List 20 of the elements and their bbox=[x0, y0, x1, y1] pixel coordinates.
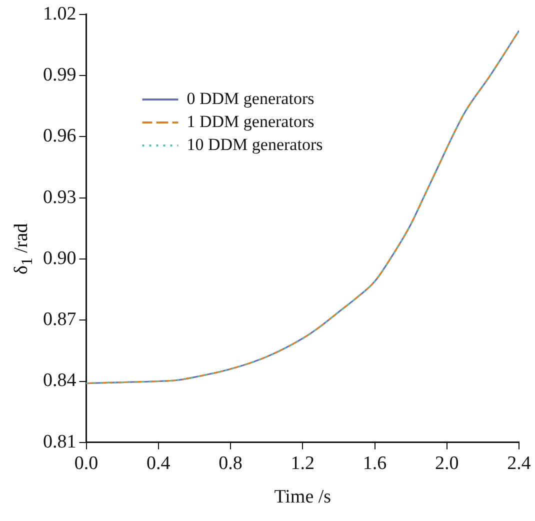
x-tick-label: 2.0 bbox=[435, 452, 459, 474]
x-tick-label: 0.8 bbox=[218, 452, 242, 474]
x-tick-label: 0.4 bbox=[146, 452, 171, 474]
line-series bbox=[86, 30, 519, 384]
x-tick-label: 0.0 bbox=[74, 452, 98, 474]
y-tick-label: 0.87 bbox=[43, 309, 76, 330]
x-tick-label: 1.2 bbox=[290, 452, 314, 474]
x-tick-label: 2.4 bbox=[507, 452, 532, 474]
legend-label: 0 DDM generators bbox=[186, 88, 314, 108]
x-tick-label: 1.6 bbox=[362, 452, 387, 474]
legend-label: 10 DDM generators bbox=[186, 134, 323, 154]
y-tick-label: 0.84 bbox=[43, 370, 77, 392]
y-tick-label: 1.02 bbox=[43, 3, 76, 24]
y-tick-label: 0.90 bbox=[43, 248, 76, 269]
y-tick-label: 0.81 bbox=[43, 431, 76, 452]
y-tick-label: 0.93 bbox=[43, 186, 76, 208]
y-tick-label: 0.96 bbox=[43, 126, 76, 147]
legend-label: 1 DDM generators bbox=[186, 112, 314, 131]
y-tick-label: 0.99 bbox=[43, 64, 76, 86]
x-axis-title: Time /s bbox=[274, 486, 332, 508]
